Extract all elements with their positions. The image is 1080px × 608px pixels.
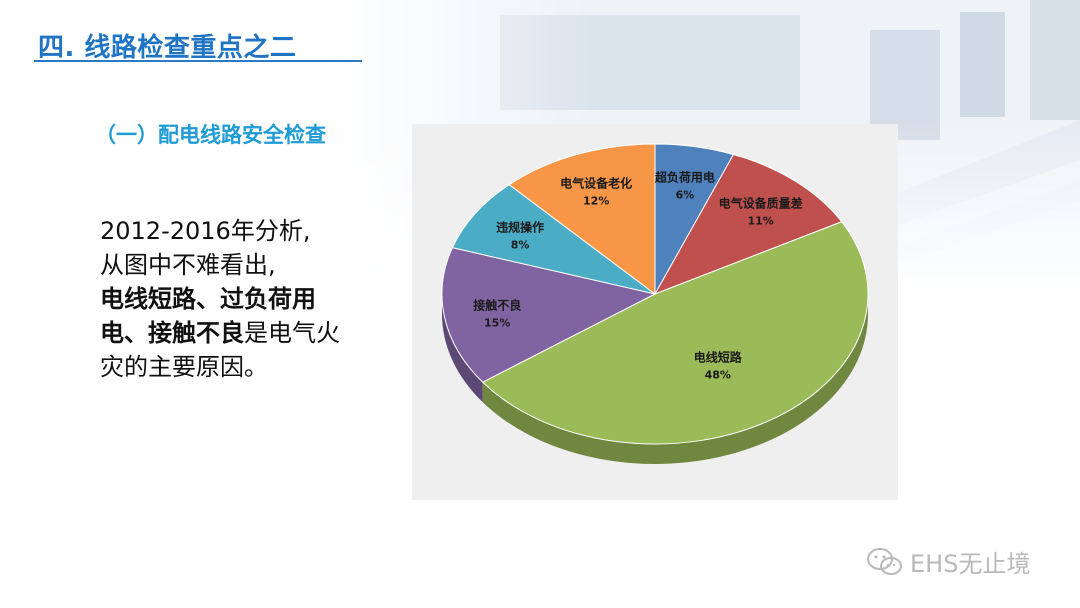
slice-value-电气设备老化: 12%: [583, 194, 609, 207]
wechat-icon: [867, 547, 902, 575]
pie-side-接触不良: [442, 294, 483, 403]
slice-label-电线短路: 电线短路: [694, 350, 743, 365]
pie-slice-电气设备质量差: [653, 153, 843, 295]
pie-slice-接触不良: [441, 247, 657, 383]
slice-value-接触不良: 15%: [484, 317, 510, 330]
pie-sides: [442, 294, 868, 464]
chart-panel: 超负荷用电 6% 电气设备质量差 11% 电线短路 48% 接触不良 15% 违规操作 8% 电气设…: [412, 124, 898, 500]
pie-slice-电线短路: [481, 221, 869, 445]
pie-slices: [441, 143, 869, 445]
title-underline: [34, 60, 362, 62]
watermark-text: EHS无止境: [910, 550, 1031, 578]
analysis-highlight: 电线短路、过负荷用电、接触不良: [100, 285, 316, 347]
slice-label-超负荷用电: 超负荷用电: [654, 169, 715, 184]
pie-chart: 超负荷用电 6% 电气设备质量差 11% 电线短路 48% 接触不良 15% 违规操作 8% 电气设…: [441, 143, 869, 464]
slice-value-电气设备质量差: 11%: [747, 215, 773, 228]
slice-value-电线短路: 48%: [705, 369, 731, 382]
slice-label-电气设备老化: 电气设备老化: [560, 175, 632, 190]
analysis-line-1: 2012-2016年分析,: [100, 217, 311, 245]
pie-slice-电气设备老化: [508, 143, 656, 295]
pie-slice-违规操作: [451, 184, 656, 295]
slice-label-违规操作: 违规操作: [496, 220, 544, 235]
pie-labels: 超负荷用电 6% 电气设备质量差 11% 电线短路 48% 接触不良 15% 违规操作 8% 电气设…: [473, 169, 802, 381]
pie-side-电线短路: [482, 294, 868, 464]
analysis-line-3: 是电气火灾的主要原因。: [100, 319, 340, 381]
slice-label-电气设备质量差: 电气设备质量差: [719, 196, 803, 211]
analysis-line-2: 从图中不难看出,: [100, 251, 276, 279]
watermark: EHS无止境: [866, 544, 1030, 579]
slice-value-违规操作: 8%: [511, 239, 530, 252]
slice-label-接触不良: 接触不良: [473, 298, 521, 313]
analysis-text: 2012-2016年分析, 从图中不难看出, 电线短路、过负荷用电、接触不良是电…: [100, 214, 340, 384]
slice-value-超负荷用电: 6%: [676, 188, 695, 201]
page-title: 四. 线路检查重点之二: [38, 33, 297, 63]
section-subtitle: （一）配电线路安全检查: [95, 123, 326, 147]
